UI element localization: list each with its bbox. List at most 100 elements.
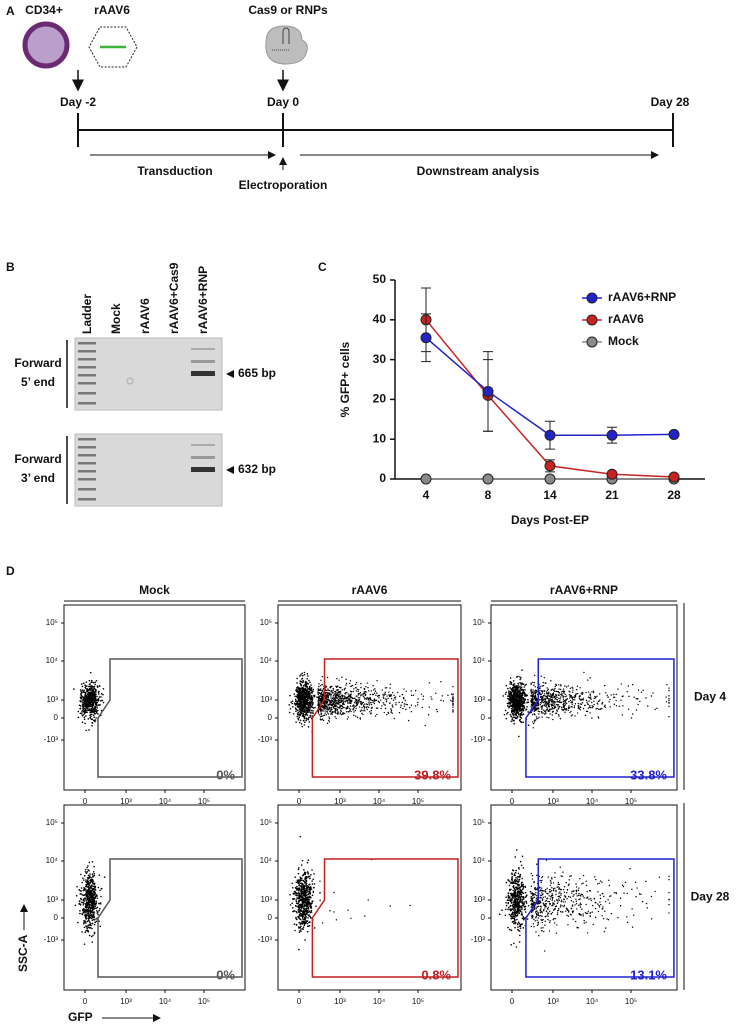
event-dot [95,702,97,704]
event-dot [90,693,92,695]
event-dot [308,901,310,903]
event-dot [306,689,308,691]
event-dot [328,709,329,710]
event-dot [85,710,87,712]
event-dot [370,699,371,700]
x-tick-label: 10³ [547,997,559,1006]
event-dot [307,718,309,720]
event-dot [84,719,86,721]
event-dot [326,708,327,709]
event-dot [565,709,566,710]
event-dot [332,713,333,714]
event-dot [388,691,389,692]
event-dot [525,911,527,913]
event-dot [539,699,540,700]
event-dot [544,690,545,691]
event-dot [510,716,512,718]
event-dot [313,887,315,889]
event-dot [93,688,95,690]
event-dot [318,695,319,696]
event-dot [93,871,95,873]
event-dot [517,702,519,704]
y-tick-label: 0 [54,713,59,722]
x-tick-label: 10⁵ [412,997,424,1006]
event-dot [307,673,309,675]
event-dot [298,888,300,890]
event-dot [298,922,300,924]
event-dot [309,686,311,688]
event-dot [95,918,97,920]
event-dot [534,721,535,722]
event-dot [547,701,548,702]
event-dot [302,917,304,919]
event-dot [515,699,517,701]
event-dot [93,698,95,700]
gate-percentage: 39.8% [414,767,451,782]
event-dot [318,697,319,698]
event-dot [548,706,549,707]
event-dot [541,708,542,709]
row-title: Day 28 [691,890,730,904]
event-dot [308,708,310,710]
event-dot [513,694,515,696]
event-dot [92,883,94,885]
event-dot [509,683,511,685]
event-dot [88,910,90,912]
event-dot [356,708,357,709]
event-dot [82,702,84,704]
event-dot [310,893,312,895]
event-dot [452,709,453,710]
event-dot [367,698,368,699]
event-dot [305,700,307,702]
event-dot [89,714,91,716]
event-dot [575,703,576,704]
event-dot [558,688,559,689]
event-dot [347,718,348,719]
event-dot [363,704,364,705]
event-dot [93,709,95,711]
event-dot [452,705,453,706]
event-dot [329,708,330,709]
event-dot [518,696,520,698]
event-dot [452,695,453,696]
event-dot [292,887,294,889]
event-dot [440,700,441,701]
event-dot [298,873,300,875]
event-dot [98,691,100,693]
event-dot [589,706,590,707]
gel-row-label: 5’ end [21,375,55,389]
event-dot [581,693,582,694]
event-dot [308,915,310,917]
event-dot [296,709,298,711]
event-dot [440,681,441,682]
event-dot [598,708,599,709]
event-dot [303,700,305,702]
event-dot [391,698,392,699]
event-dot [307,859,309,861]
event-dot [534,720,535,721]
event-dot [507,899,509,901]
event-dot [322,695,323,696]
event-dot [614,704,615,705]
event-dot [84,875,86,877]
event-dot [85,879,87,881]
event-dot [566,695,567,696]
event-dot [306,704,308,706]
event-dot [385,704,386,705]
event-dot [411,705,412,706]
event-dot [582,702,583,703]
event-dot [532,700,533,701]
event-dot [406,691,407,692]
event-dot [347,910,348,911]
event-dot [364,698,365,699]
event-dot [516,712,518,714]
event-dot [370,702,371,703]
event-dot [89,917,91,919]
event-dot [386,687,387,688]
event-dot [518,704,520,706]
event-dot [525,709,527,711]
event-dot [395,702,396,703]
event-dot [289,894,291,896]
event-dot [359,706,360,707]
event-dot [519,710,521,712]
